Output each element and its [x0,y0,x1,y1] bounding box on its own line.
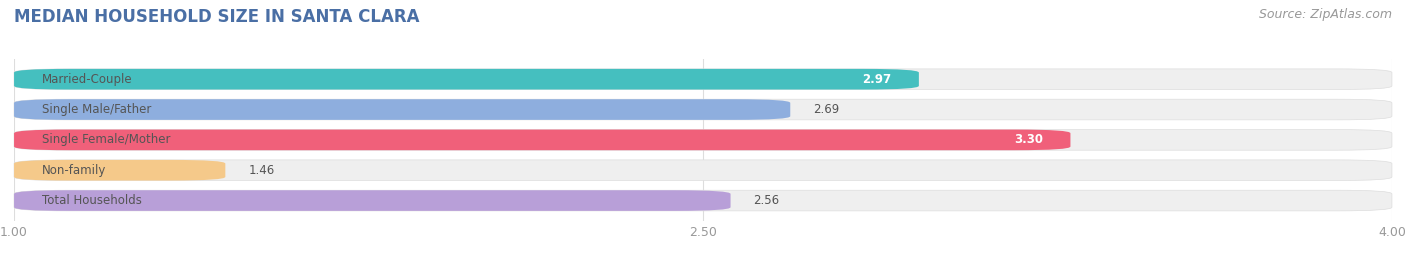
Text: 2.69: 2.69 [813,103,839,116]
Text: Single Male/Father: Single Male/Father [42,103,150,116]
FancyBboxPatch shape [14,69,1392,90]
FancyBboxPatch shape [14,190,731,211]
Text: Source: ZipAtlas.com: Source: ZipAtlas.com [1258,8,1392,21]
Text: Non-family: Non-family [42,164,105,177]
Text: Single Female/Mother: Single Female/Mother [42,133,170,146]
FancyBboxPatch shape [14,130,1392,150]
Text: 3.30: 3.30 [1014,133,1043,146]
FancyBboxPatch shape [14,69,920,90]
Text: 1.46: 1.46 [249,164,274,177]
FancyBboxPatch shape [14,99,1392,120]
FancyBboxPatch shape [14,130,1070,150]
Text: MEDIAN HOUSEHOLD SIZE IN SANTA CLARA: MEDIAN HOUSEHOLD SIZE IN SANTA CLARA [14,8,419,26]
FancyBboxPatch shape [14,160,225,180]
Text: 2.97: 2.97 [862,73,891,86]
Text: 2.56: 2.56 [754,194,780,207]
FancyBboxPatch shape [14,190,1392,211]
Text: Married-Couple: Married-Couple [42,73,132,86]
FancyBboxPatch shape [14,99,790,120]
FancyBboxPatch shape [14,160,1392,180]
Text: Total Households: Total Households [42,194,142,207]
